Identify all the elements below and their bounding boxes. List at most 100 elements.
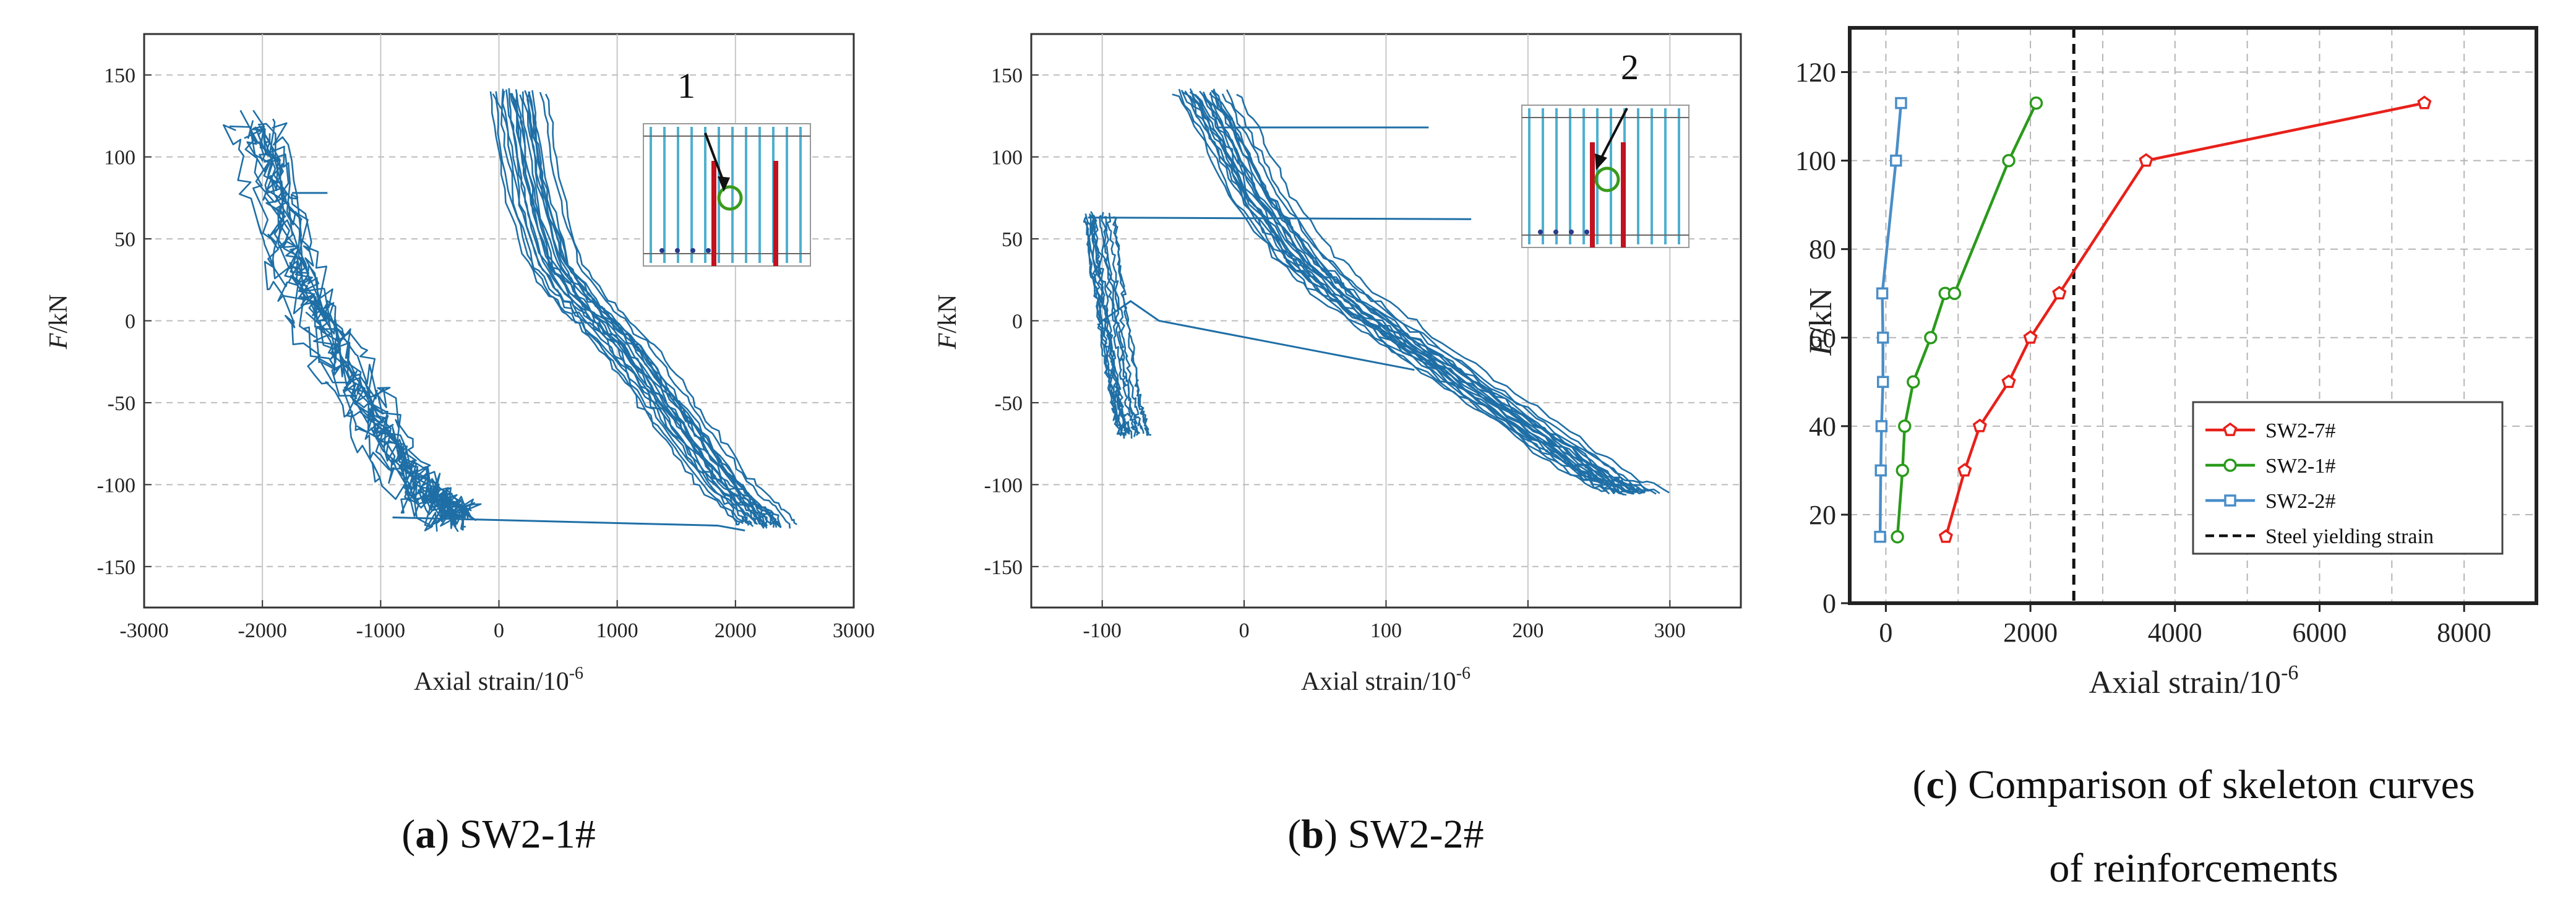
chart-a-loop [501, 88, 752, 525]
chart-c-legend-label: Steel yielding strain [2265, 525, 2434, 548]
chart-a-loop [522, 91, 775, 528]
chart-a-loop [259, 131, 462, 533]
chart-a-connector [392, 516, 745, 531]
chart-b-loop [1189, 88, 1625, 496]
chart-c-point [1924, 331, 1938, 345]
chart-c-xtick-label: 6000 [2292, 617, 2346, 648]
chart-c-caption-line2: of reinforcements [2049, 846, 2338, 891]
chart-c-point [1876, 287, 1889, 299]
chart-b-xtick-label: 300 [1654, 619, 1686, 642]
chart-a-inset-diagram: 1 [643, 66, 811, 267]
chart-c-point [1947, 286, 1962, 300]
chart-b-xtick-label: 0 [1239, 619, 1250, 642]
chart-a: -3000 -2000 -1000 0 1000 2000 3000 -150 -100 -50 0… [45, 33, 875, 857]
chart-c-xlabel-main: Axial strain/10 [2089, 665, 2282, 700]
chart-c-point [1875, 420, 1888, 432]
chart-c-series [1874, 95, 2432, 544]
chart-c-ytick-label: 120 [1795, 58, 1836, 88]
chart-b-xtick-label: 100 [1370, 619, 1402, 642]
chart-a-loop [524, 90, 776, 526]
chart-a-series [223, 88, 797, 533]
chart-a-xlabel-exp: -6 [569, 664, 583, 683]
chart-b-xlabel-main: Axial strain/10 [1301, 668, 1456, 696]
chart-a-ytick-label: -50 [108, 392, 135, 415]
chart-a-xtick-label: 1000 [596, 619, 638, 642]
chart-c-ytick-label: 100 [1795, 146, 1836, 176]
chart-a-loop [544, 93, 797, 525]
chart-b-loop [1236, 93, 1670, 494]
chart-b-loop [1083, 217, 1122, 437]
chart-c-xlabel-exp: -6 [2281, 661, 2298, 684]
chart-c-ytick-label: 0 [1823, 588, 1836, 619]
chart-b-connector [1101, 299, 1415, 371]
chart-a-xtick-label: -1000 [356, 619, 405, 642]
chart-a-caption-letter: a [415, 812, 436, 857]
chart-a-ytick-label: 100 [104, 147, 135, 170]
chart-c-legend-label: SW2-2# [2265, 490, 2335, 513]
chart-c-point [1972, 418, 1987, 432]
chart-c-ytick-label: 20 [1809, 500, 1836, 530]
chart-c-xtick-label: 4000 [2148, 617, 2202, 648]
chart-b-ytick-label: 150 [991, 64, 1023, 87]
chart-a-ytick-label: 0 [125, 311, 135, 333]
chart-c-point [1896, 463, 1910, 478]
chart-c-point [2023, 330, 2038, 344]
chart-b-loop [1199, 90, 1634, 495]
chart-c-point [2139, 153, 2153, 167]
chart-c-point [1957, 463, 1972, 477]
chart-b-ylabel: F/kN [934, 294, 962, 350]
chart-c-point [2001, 374, 2016, 389]
chart-a-xlabel-main: Axial strain/10 [414, 668, 569, 696]
chart-b-loop [1084, 213, 1125, 439]
chart-b-ytick-label: -100 [984, 474, 1023, 497]
chart-c-frame [1848, 26, 2538, 605]
chart-c-point [1874, 530, 1886, 543]
chart-a-loop [515, 89, 768, 529]
chart-c-point [1938, 529, 1953, 543]
chart-a-loop [495, 91, 749, 524]
chart-b-caption-text: SW2-2# [1348, 812, 1484, 857]
chart-c-legend-label: SW2-7# [2265, 419, 2335, 442]
chart-b-loop [1201, 93, 1634, 491]
chart-c-point [1907, 375, 1920, 389]
chart-c-point [1876, 376, 1889, 389]
chart-a-ylabel: F/kN [45, 294, 73, 350]
chart-a-loop [502, 90, 754, 527]
chart-c-ylabel: F/kN [1803, 288, 1839, 356]
chart-b-loop [1178, 88, 1610, 495]
chart-b-loop [1213, 88, 1646, 494]
chart-c-point [1898, 419, 1912, 433]
chart-b-loop [1180, 90, 1616, 494]
chart-b-inset-diagram: 2 [1521, 47, 1689, 248]
chart-b-caption-letter: b [1301, 812, 1324, 857]
chart-a-ytick-label: -100 [97, 474, 135, 497]
chart-a-loop [223, 124, 438, 532]
chart-b-ticks: -100 0 100 200 300 -150 -100 -50 0 50 100 150 [984, 64, 1686, 642]
chart-b-loop [1106, 212, 1144, 434]
chart-a-loop [257, 122, 466, 531]
chart-a-xtick-label: -3000 [119, 619, 168, 642]
chart-b-ytick-label: -150 [984, 556, 1023, 579]
chart-c-point [2029, 96, 2043, 110]
chart-a-ticks: -3000 -2000 -1000 0 1000 2000 3000 -150 -100 -50 0… [97, 64, 875, 642]
chart-c-ticks: 0 2000 4000 6000 8000 0 20 40 60 80 100 120 [1795, 58, 2491, 648]
chart-c-xtick-label: 0 [1879, 617, 1892, 648]
chart-a-xlabel: Axial strain/10-6 [414, 664, 583, 696]
chart-a-ylabel-symbol: F [45, 333, 73, 350]
chart-b-loop [1226, 89, 1660, 494]
chart-b-loop [1099, 215, 1136, 437]
chart-c-point [2002, 153, 2016, 168]
chart-c-caption: (c) Comparison of skeleton curves [1912, 762, 2475, 807]
chart-c-xtick-label: 8000 [2437, 617, 2491, 648]
chart-b-xlabel: Axial strain/10-6 [1301, 664, 1470, 696]
chart-b-ytick-label: 50 [1002, 228, 1023, 251]
chart-b-loop [1212, 90, 1649, 492]
chart-b-caption: (b) SW2-2# [1287, 812, 1483, 857]
chart-c-xtick-label: 2000 [2003, 617, 2058, 648]
chart-b: -100 0 100 200 300 -150 -100 -50 0 50 100 150 2 F/k… [934, 33, 1742, 857]
chart-a-xtick-label: 3000 [833, 619, 875, 642]
chart-b-xlabel-exp: -6 [1456, 664, 1470, 683]
chart-b-loop [1104, 216, 1141, 434]
chart-b-loop [1112, 216, 1152, 436]
